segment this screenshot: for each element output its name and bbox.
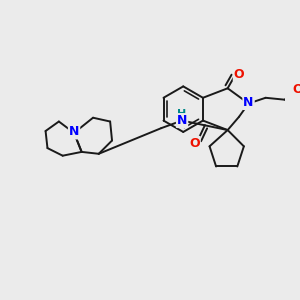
Text: O: O [292,83,300,96]
Text: N: N [69,125,79,139]
Text: O: O [234,68,244,80]
Text: N: N [177,114,187,127]
Text: H: H [176,109,186,119]
Text: N: N [243,96,254,109]
Text: O: O [189,137,200,150]
